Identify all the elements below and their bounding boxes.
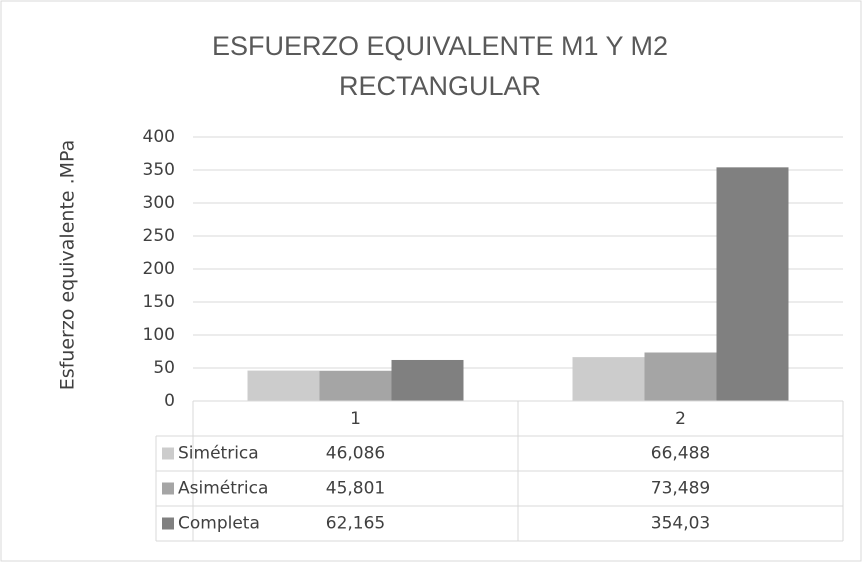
y-tick-label: 50 [153,358,175,378]
y-tick-label: 0 [164,391,175,411]
y-tick-label: 250 [143,226,175,246]
legend-swatch [162,517,174,530]
bar [716,167,789,401]
y-tick-label: 350 [143,160,175,180]
bar [391,359,464,401]
table-cell: 45,801 [326,479,385,499]
legend-swatch [162,447,174,460]
bar [644,352,717,401]
table-cell: 46,086 [326,444,385,464]
y-tick-label: 100 [143,325,175,345]
legend-swatch [162,482,174,495]
bar [572,357,645,401]
table-cell: 354,03 [651,514,710,534]
y-tick-label: 300 [143,193,175,213]
bar [247,370,320,401]
legend-label: Simétrica [178,444,259,464]
table-cell: 62,165 [326,514,385,534]
legend-label: Asimétrica [178,479,268,499]
x-tick-label: 1 [350,409,361,429]
legend-label: Completa [178,514,260,534]
table-cell: 73,489 [651,479,710,499]
x-tick-label: 2 [675,409,686,429]
y-axis-label: Esfuerzo equivalente .MPa [57,140,79,391]
y-tick-label: 400 [143,127,175,147]
y-tick-label: 150 [143,292,175,312]
chart-title: ESFUERZO EQUIVALENTE M1 Y M2 RECTANGULAR [211,31,669,101]
bar [319,370,392,401]
table-cell: 66,488 [651,444,710,464]
y-tick-label: 200 [143,259,175,279]
